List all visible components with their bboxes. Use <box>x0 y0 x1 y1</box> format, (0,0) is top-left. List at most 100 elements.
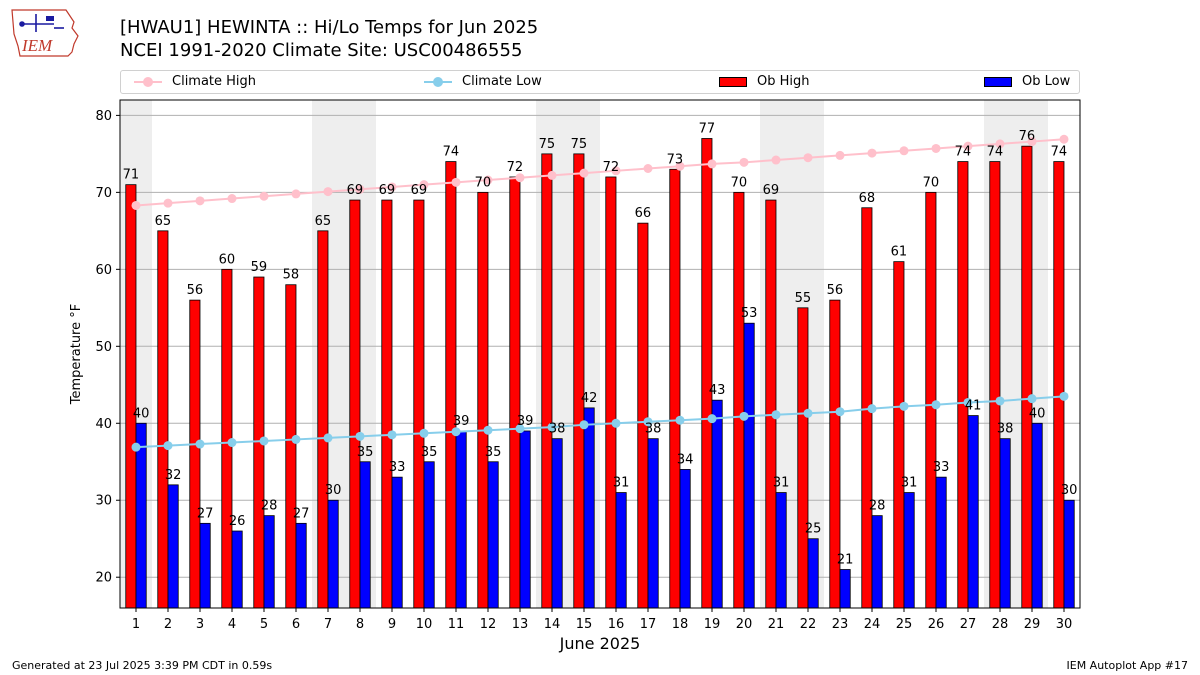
ob-low-value-label: 32 <box>165 468 182 483</box>
ob-high-value-label: 59 <box>251 260 268 275</box>
x-tick-label: 21 <box>768 617 785 632</box>
ob-low-bar <box>807 538 819 609</box>
ob-low-value-label: 34 <box>677 452 694 467</box>
ob-low-value-label: 39 <box>517 414 534 429</box>
ob-high-value-label: 72 <box>507 160 524 175</box>
climate-high-point <box>899 146 909 156</box>
climate-high-point <box>355 184 365 194</box>
climate-low-point <box>547 422 557 432</box>
climate-high-point <box>259 191 269 201</box>
ob-high-bar <box>637 222 649 609</box>
climate-low-point <box>291 434 301 444</box>
ob-low-value-label: 28 <box>869 499 886 514</box>
climate-high-point <box>515 173 525 183</box>
ob-low-value-label: 30 <box>1061 483 1078 498</box>
ob-low-value-label: 31 <box>613 476 630 491</box>
x-tick-label: 9 <box>388 617 396 632</box>
ob-low-value-label: 42 <box>581 391 598 406</box>
climate-high-point <box>931 143 941 153</box>
x-tick-label: 2 <box>164 617 172 632</box>
climate-high-point <box>1059 134 1069 144</box>
ob-high-bar <box>733 191 745 609</box>
ob-high-bar <box>605 176 617 609</box>
climate-low-point <box>323 433 333 443</box>
climate-high-point <box>195 196 205 206</box>
x-tick-label: 7 <box>324 617 332 632</box>
legend-item-ob-high: Ob High <box>719 74 810 89</box>
climate-low-point <box>515 424 525 434</box>
y-axis-title: Temperature °F <box>69 304 84 405</box>
ob-low-bar <box>775 492 787 609</box>
y-tick-label: 40 <box>95 417 112 432</box>
ob-high-bar <box>573 153 585 609</box>
climate-high-point <box>771 155 781 165</box>
climate-high-point <box>547 170 557 180</box>
ob-high-value-label: 56 <box>827 283 844 298</box>
legend-label-climate-high: Climate High <box>172 74 257 89</box>
climate-high-point <box>1027 137 1037 147</box>
ob-high-bar <box>1053 161 1065 609</box>
ob-high-swatch <box>719 76 747 87</box>
ob-low-bar <box>391 476 403 609</box>
ob-high-value-label: 75 <box>571 137 588 152</box>
ob-high-value-label: 70 <box>731 175 748 190</box>
ob-high-bar <box>989 161 1001 609</box>
ob-high-value-label: 74 <box>955 145 972 160</box>
ob-high-bar <box>413 199 425 609</box>
legend-label-ob-high: Ob High <box>757 74 810 89</box>
climate-low-point <box>259 436 269 446</box>
ob-low-value-label: 28 <box>261 499 278 514</box>
x-tick-label: 3 <box>196 617 204 632</box>
x-tick-label: 30 <box>1056 617 1073 632</box>
climate-low-point <box>483 425 493 435</box>
ob-low-bar <box>935 476 947 609</box>
x-tick-label: 4 <box>228 617 236 632</box>
ob-low-value-label: 27 <box>197 506 214 521</box>
ob-low-bar <box>871 515 883 609</box>
ob-high-value-label: 68 <box>859 191 876 206</box>
climate-high-point <box>707 159 717 169</box>
climate-low-point <box>195 439 205 449</box>
x-tick-label: 15 <box>576 617 593 632</box>
ob-high-value-label: 55 <box>795 291 812 306</box>
legend-label-climate-low: Climate Low <box>462 74 542 89</box>
climate-low-point <box>835 407 845 417</box>
ob-high-bar <box>381 199 393 609</box>
ob-high-value-label: 69 <box>411 183 428 198</box>
ob-high-value-label: 71 <box>123 168 140 183</box>
x-tick-label: 20 <box>736 617 753 632</box>
ob-low-bar <box>903 492 915 609</box>
climate-high-point <box>387 182 397 192</box>
climate-high-point <box>451 177 461 187</box>
climate-low-point <box>1059 391 1069 401</box>
climate-low-point <box>931 400 941 410</box>
climate-high-point <box>163 198 173 208</box>
ob-low-value-label: 21 <box>837 553 854 568</box>
ob-low-value-label: 41 <box>965 399 982 414</box>
x-tick-label: 18 <box>672 617 689 632</box>
ob-low-bar <box>359 461 371 609</box>
ob-low-value-label: 38 <box>549 422 566 437</box>
climate-low-point <box>803 408 813 418</box>
ob-low-value-label: 33 <box>933 460 950 475</box>
climate-low-point <box>131 442 141 452</box>
climate-low-point <box>995 396 1005 406</box>
x-tick-label: 11 <box>448 617 465 632</box>
climate-high-point <box>963 141 973 151</box>
climate-high-point <box>291 189 301 199</box>
ob-high-bar <box>1021 145 1033 609</box>
ob-low-value-label: 25 <box>805 522 822 537</box>
climate-low-point <box>899 401 909 411</box>
ob-high-value-label: 58 <box>283 268 300 283</box>
ob-low-bar <box>551 438 563 609</box>
climate-high-point <box>739 157 749 167</box>
climate-low-point <box>451 427 461 437</box>
ob-high-bar <box>445 161 457 609</box>
climate-low-line <box>135 395 1065 449</box>
y-tick-label: 70 <box>95 186 112 201</box>
ob-low-value-label: 27 <box>293 506 310 521</box>
x-tick-label: 28 <box>992 617 1009 632</box>
x-tick-label: 8 <box>356 617 364 632</box>
y-tick-label: 20 <box>95 571 112 586</box>
ob-high-value-label: 61 <box>891 245 908 260</box>
